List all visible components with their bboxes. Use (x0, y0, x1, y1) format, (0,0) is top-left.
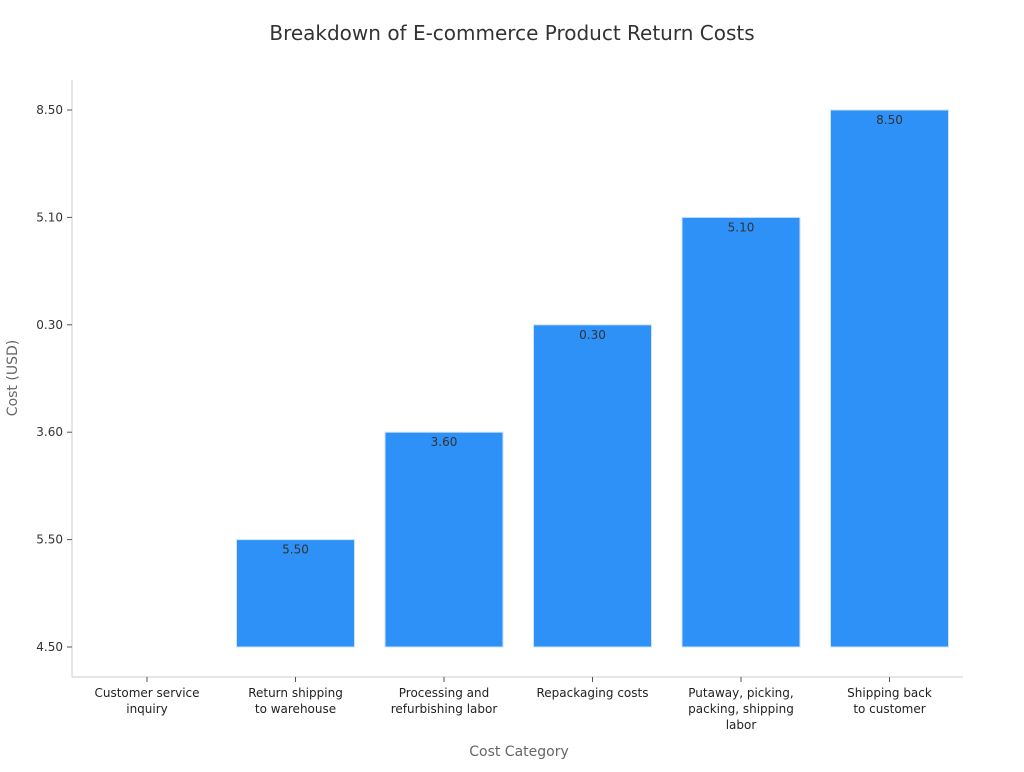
y-tick-label: 3.60 (36, 425, 63, 439)
x-tick-label: refurbishing labor (391, 702, 498, 716)
data-label: 0.30 (579, 328, 606, 342)
x-tick-label: Putaway, picking, (688, 686, 793, 700)
x-tick-label: Repackaging costs (537, 686, 649, 700)
x-tick-label: to warehouse (255, 702, 336, 716)
x-tick-label: Return shipping (248, 686, 343, 700)
data-label: 5.50 (282, 543, 309, 557)
x-tick-label: to customer (853, 702, 925, 716)
y-tick-label: 8.50 (36, 103, 63, 117)
data-label: 8.50 (876, 113, 903, 127)
y-tick-label: 4.50 (36, 640, 63, 654)
y-axis-label: Cost (USD) (5, 340, 21, 416)
bar (533, 324, 652, 648)
x-tick-label: packing, shipping (688, 702, 794, 716)
data-label: 3.60 (431, 435, 458, 449)
data-label: 5.10 (728, 220, 755, 234)
x-tick-label: labor (726, 718, 757, 732)
x-tick-label: Shipping back (847, 686, 932, 700)
x-tick-label: Customer service (94, 686, 199, 700)
bar (830, 109, 949, 648)
x-tick-label: Processing and (399, 686, 489, 700)
x-axis-label: Cost Category (469, 744, 569, 760)
bar (236, 539, 355, 648)
bar (384, 431, 504, 648)
x-tick-label: inquiry (126, 702, 168, 716)
chart-title: Breakdown of E-commerce Product Return C… (269, 21, 754, 45)
y-tick-label: 0.30 (36, 318, 63, 332)
y-tick-label: 5.50 (36, 533, 63, 547)
bar (681, 216, 801, 648)
y-tick-label: 5.10 (36, 210, 63, 224)
